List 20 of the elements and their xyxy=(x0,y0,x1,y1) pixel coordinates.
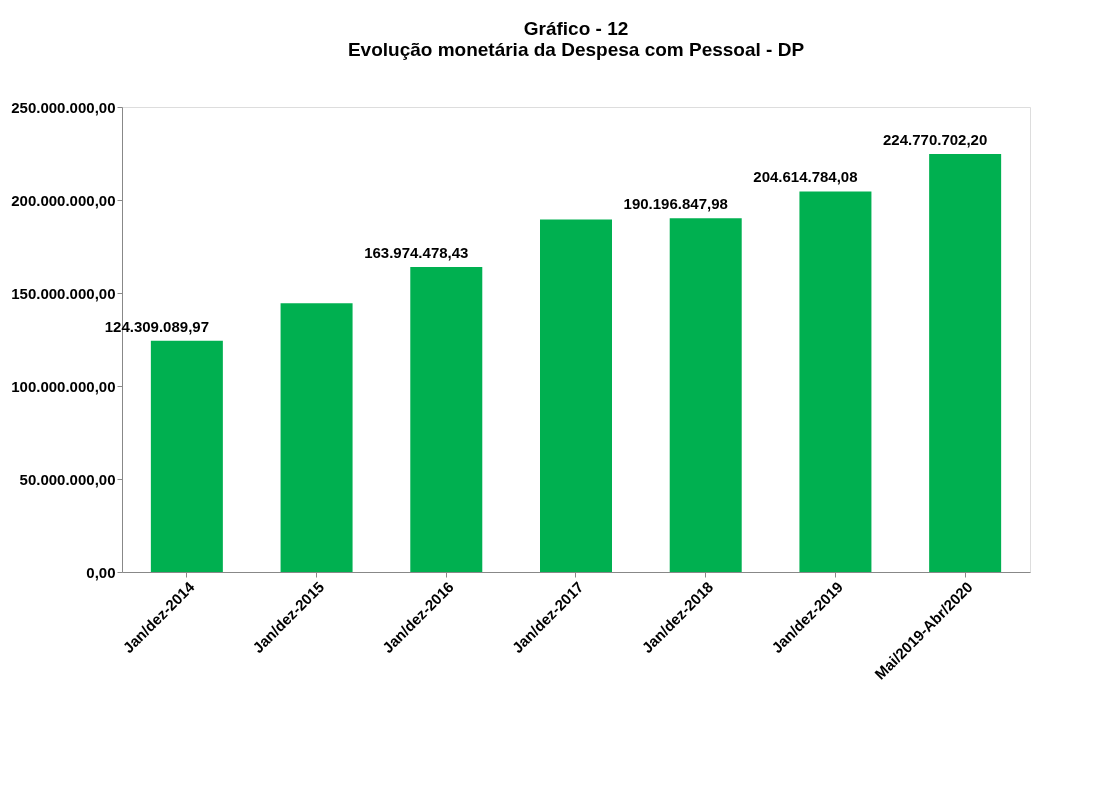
y-tick-label: 100.000.000,00 xyxy=(11,377,116,395)
bar xyxy=(540,219,612,572)
y-tick-label: 150.000.000,00 xyxy=(11,284,116,302)
y-tick-label: 200.000.000,00 xyxy=(11,191,116,209)
data-label: 163.974.478,43 xyxy=(364,244,469,262)
bar xyxy=(150,340,223,572)
data-label: 190.196.847,98 xyxy=(623,195,728,213)
bar xyxy=(669,218,742,572)
bar xyxy=(929,153,1002,572)
bar xyxy=(410,267,483,572)
data-label: 224.770.702,20 xyxy=(883,130,988,148)
data-label: 124.309.089,97 xyxy=(104,317,209,335)
y-tick-label: 50.000.000,00 xyxy=(19,470,116,488)
bar xyxy=(280,303,353,572)
bar xyxy=(799,191,872,572)
text: Gráfico - 12 xyxy=(523,18,629,39)
text: Evolução monetária da Despesa com Pessoal - DP xyxy=(347,39,805,60)
y-tick-label: 250.000.000,00 xyxy=(11,98,116,116)
data-label: 204.614.784,08 xyxy=(753,168,858,186)
y-tick-label: 0,00 xyxy=(86,563,116,581)
